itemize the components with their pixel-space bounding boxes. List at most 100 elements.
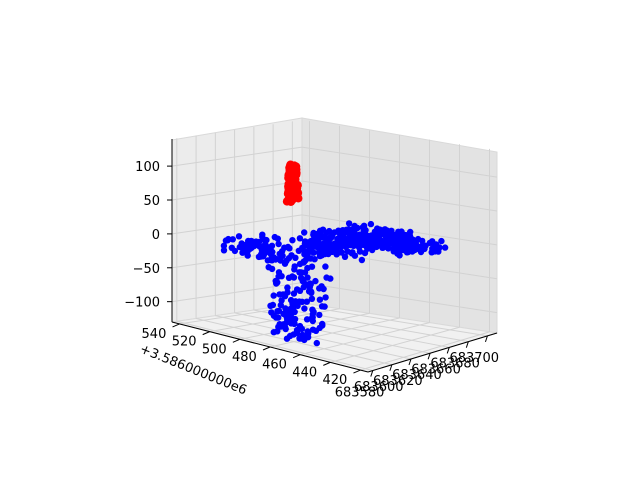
series-point bbox=[356, 248, 364, 255]
x-tick-label: 683620 bbox=[373, 374, 423, 389]
y-tick-mark bbox=[172, 323, 180, 328]
series-point bbox=[313, 339, 320, 347]
series-point bbox=[241, 245, 248, 252]
series-point bbox=[417, 244, 424, 251]
series-point bbox=[264, 257, 271, 264]
z-gridline-left bbox=[171, 180, 303, 201]
series-point bbox=[283, 315, 291, 323]
series-point bbox=[229, 236, 236, 243]
y-tick-label: 480 bbox=[232, 350, 257, 365]
axis-ticks: 6835806836006836206836406836606836806837… bbox=[124, 160, 499, 400]
y-tick-label: 520 bbox=[172, 335, 197, 350]
series-point bbox=[304, 248, 311, 255]
series-point bbox=[274, 235, 281, 242]
series-point bbox=[276, 321, 284, 329]
x-tick-mark bbox=[446, 347, 450, 354]
y-tick-mark bbox=[232, 338, 241, 343]
series-point bbox=[320, 285, 327, 293]
y-tick-mark bbox=[262, 346, 271, 351]
series-point bbox=[438, 237, 445, 245]
series-point bbox=[289, 237, 296, 244]
series-point bbox=[304, 328, 311, 335]
x-tick-mark bbox=[427, 353, 431, 360]
x-tick-mark bbox=[465, 341, 469, 348]
x-tick-label: 683580 bbox=[335, 386, 385, 401]
y-tick-label: 500 bbox=[202, 342, 227, 357]
x-tick-label: 683660 bbox=[411, 362, 461, 377]
z-tick-label: −50 bbox=[133, 262, 160, 277]
series-point bbox=[316, 311, 323, 319]
series-point bbox=[386, 229, 393, 236]
y-tick-label: 460 bbox=[262, 358, 287, 373]
series-point bbox=[351, 252, 359, 259]
series-point bbox=[281, 260, 289, 267]
series-point bbox=[301, 229, 308, 236]
series-point bbox=[256, 242, 263, 250]
series-point bbox=[289, 300, 296, 307]
series-point bbox=[428, 249, 435, 256]
series-point bbox=[283, 335, 291, 342]
z-gridline-left bbox=[171, 146, 303, 167]
series-point bbox=[270, 292, 277, 299]
series-point bbox=[309, 310, 316, 318]
series-point bbox=[296, 298, 303, 305]
series-point bbox=[291, 266, 298, 273]
x-tick-mark bbox=[370, 370, 374, 377]
series-point bbox=[316, 296, 324, 303]
y-tick-mark bbox=[353, 369, 361, 374]
series-point bbox=[404, 243, 411, 251]
x-tick-label: 683700 bbox=[449, 351, 499, 366]
series-point bbox=[291, 191, 301, 200]
series-point bbox=[312, 327, 320, 334]
series-point bbox=[318, 250, 326, 257]
series-point bbox=[319, 320, 326, 328]
series-red bbox=[282, 160, 303, 206]
series-point bbox=[260, 236, 267, 243]
series-point bbox=[441, 244, 449, 251]
y-tick-mark bbox=[292, 354, 301, 359]
y-tick-label: 440 bbox=[292, 365, 317, 380]
series-point bbox=[326, 227, 333, 235]
series-point bbox=[322, 234, 329, 241]
series-point bbox=[366, 239, 373, 246]
series-point bbox=[358, 256, 366, 264]
series-point bbox=[345, 220, 353, 227]
x-tick-mark bbox=[389, 364, 393, 371]
series-point bbox=[308, 263, 316, 270]
series-point bbox=[351, 228, 358, 235]
series-point bbox=[436, 244, 443, 251]
series-point bbox=[296, 260, 304, 268]
series-point bbox=[320, 240, 328, 247]
z-gridline-right bbox=[301, 282, 498, 314]
series-point bbox=[357, 233, 365, 240]
x-tick-mark bbox=[484, 335, 488, 343]
series-point bbox=[385, 245, 392, 252]
series-point bbox=[328, 243, 335, 250]
series-point bbox=[231, 247, 239, 255]
series-point bbox=[301, 305, 308, 312]
series-point bbox=[298, 325, 306, 333]
series-blue bbox=[220, 220, 449, 347]
series-point bbox=[393, 246, 401, 253]
series-point bbox=[338, 249, 345, 256]
z-tick-label: −100 bbox=[124, 296, 160, 311]
series-point bbox=[269, 301, 277, 309]
z-gridline-left bbox=[171, 214, 303, 235]
series-point bbox=[282, 305, 289, 312]
z-tick-label: 0 bbox=[152, 228, 160, 243]
series-point bbox=[285, 255, 293, 262]
series-point bbox=[308, 295, 316, 302]
series-point bbox=[220, 247, 228, 254]
x-axis-line bbox=[367, 332, 498, 373]
z-gridline-left bbox=[171, 282, 303, 303]
series-point bbox=[414, 235, 422, 243]
series-point bbox=[225, 235, 232, 243]
series-point bbox=[392, 231, 399, 239]
series-point bbox=[322, 263, 329, 270]
series-point bbox=[321, 303, 328, 310]
z-tick-label: 100 bbox=[135, 160, 160, 175]
series-point bbox=[279, 291, 287, 298]
series-point bbox=[400, 231, 407, 239]
series-point bbox=[422, 242, 429, 249]
series-point bbox=[279, 252, 286, 260]
